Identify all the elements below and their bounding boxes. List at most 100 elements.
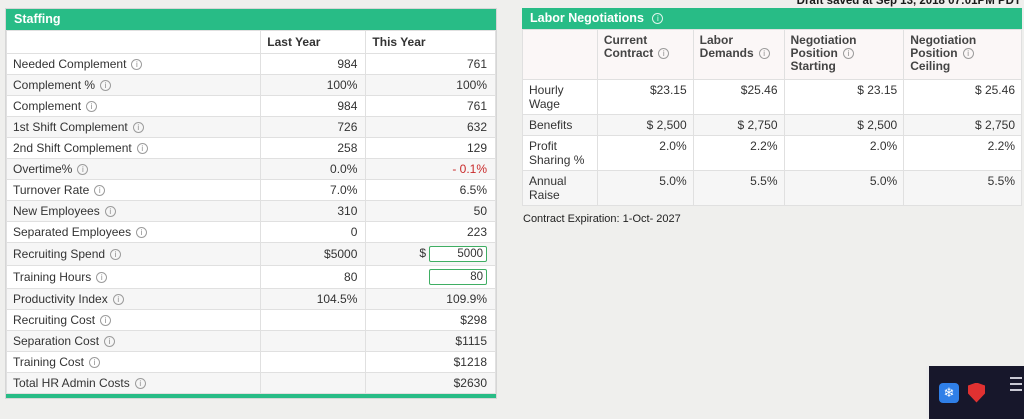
info-icon[interactable]: i xyxy=(96,272,108,284)
labor-col-line: Labor xyxy=(699,33,733,47)
staffing-row: Separation Cost i $1115 xyxy=(5,330,496,352)
labor-col-line: Contract i xyxy=(604,47,687,60)
labor-current-contract-value: 5.0% xyxy=(596,170,694,206)
info-icon[interactable]: i xyxy=(758,48,770,60)
staffing-row-label: Complement i xyxy=(5,95,262,117)
labor-col-blank xyxy=(522,29,598,80)
staffing-row-label: Complement % i xyxy=(5,74,262,96)
staffing-row-label-text: Recruiting Cost xyxy=(13,313,96,327)
staffing-row-label: Total HR Admin Costs i xyxy=(5,372,262,394)
labor-row: Hourly Wage $23.15 $25.46 $ 23.15 $ 25.46 xyxy=(522,79,1022,115)
staffing-this-year-value: 761 xyxy=(365,53,496,75)
info-icon[interactable]: i xyxy=(88,357,100,369)
staffing-row-label-text: 2nd Shift Complement xyxy=(13,141,132,155)
staffing-this-year-value: $1218 xyxy=(365,351,496,373)
info-icon[interactable]: i xyxy=(104,336,116,348)
info-icon[interactable]: i xyxy=(136,227,148,239)
labor-position-starting-value[interactable]: $ 23.15 xyxy=(783,79,905,115)
staffing-row: New Employees i 310 50 xyxy=(5,200,496,222)
labor-demands-value: 5.5% xyxy=(692,170,785,206)
labor-current-contract-value: $23.15 xyxy=(596,79,694,115)
staffing-last-year-value: 100% xyxy=(260,74,367,96)
staffing-panel: Staffing Last Year This Year Needed Comp… xyxy=(5,8,497,399)
info-icon[interactable]: i xyxy=(86,101,98,113)
info-icon[interactable]: i xyxy=(134,378,146,390)
labor-row: Annual Raise 5.0% 5.5% 5.0% 5.5% xyxy=(522,170,1022,206)
info-icon[interactable]: i xyxy=(110,249,122,261)
info-icon[interactable]: i xyxy=(842,48,854,60)
labor-position-starting-value[interactable]: 5.0% xyxy=(783,170,905,206)
labor-position-starting-value[interactable]: $ 2,500 xyxy=(783,114,905,136)
info-icon[interactable]: i xyxy=(132,122,144,134)
staffing-row-label: New Employees i xyxy=(5,200,262,222)
staffing-row-label-text: New Employees xyxy=(13,204,100,218)
shield-icon[interactable] xyxy=(968,382,985,403)
staffing-this-year-value: $ xyxy=(365,242,496,266)
staffing-row-label-text: Total HR Admin Costs xyxy=(13,376,130,390)
staffing-row: Training Cost i $1218 xyxy=(5,351,496,373)
labor-row-label: Hourly Wage xyxy=(522,79,598,115)
info-icon[interactable]: i xyxy=(94,185,106,197)
staffing-col-last-year: Last Year xyxy=(260,30,367,54)
labor-position-ceiling-value[interactable]: $ 25.46 xyxy=(903,79,1022,115)
labor-title: Labor Negotiations xyxy=(530,11,644,25)
info-icon[interactable]: i xyxy=(131,59,143,71)
info-icon[interactable]: i xyxy=(112,294,124,306)
labor-position-starting-value[interactable]: 2.0% xyxy=(783,135,905,171)
info-icon[interactable]: i xyxy=(136,143,148,155)
labor-col-line: Starting xyxy=(790,59,836,73)
staffing-last-year-value xyxy=(260,372,367,394)
info-icon[interactable]: i xyxy=(77,164,89,176)
training-hours-input[interactable] xyxy=(429,269,487,285)
info-icon[interactable]: i xyxy=(962,48,974,60)
staffing-row-label: Productivity Index i xyxy=(5,288,262,310)
staffing-row-label: Overtime% i xyxy=(5,158,262,180)
staffing-last-year-value: 726 xyxy=(260,116,367,138)
staffing-row-label-text: Needed Complement xyxy=(13,57,127,71)
staffing-row-label: Needed Complement i xyxy=(5,53,262,75)
recruiting-spend-input[interactable] xyxy=(429,246,487,262)
labor-row-label: Annual Raise xyxy=(522,170,598,206)
labor-position-ceiling-value[interactable]: $ 2,750 xyxy=(903,114,1022,136)
snowflake-icon[interactable]: ❄ xyxy=(939,382,959,403)
staffing-row: Productivity Index i 104.5% 109.9% xyxy=(5,288,496,310)
labor-row: Profit Sharing % 2.0% 2.2% 2.0% 2.2% xyxy=(522,135,1022,171)
menu-icon[interactable] xyxy=(1010,377,1022,395)
labor-position-ceiling-value[interactable]: 5.5% xyxy=(903,170,1022,206)
staffing-row-label-text: Training Cost xyxy=(13,355,84,369)
staffing-last-year-value: 0.0% xyxy=(260,158,367,180)
staffing-last-year-value: 104.5% xyxy=(260,288,367,310)
labor-col-line: Current xyxy=(603,33,648,47)
staffing-row-label: Training Cost i xyxy=(5,351,262,373)
labor-col-negotiation-position-starting: Negotiation Position i Starting xyxy=(783,29,905,80)
staffing-last-year-value: 984 xyxy=(260,53,367,75)
staffing-this-year-value: $298 xyxy=(365,309,496,331)
staffing-title: Staffing xyxy=(14,12,61,26)
info-icon[interactable]: i xyxy=(100,315,112,327)
staffing-last-year-value: 984 xyxy=(260,95,367,117)
info-icon[interactable]: i xyxy=(104,206,116,218)
staffing-last-year-value: 7.0% xyxy=(260,179,367,201)
staffing-row: Training Hours i 80 xyxy=(5,265,496,289)
staffing-row: Recruiting Spend i $5000 $ xyxy=(5,242,496,266)
labor-col-current-contract: Current Contract i xyxy=(596,29,694,80)
staffing-last-year-value xyxy=(260,309,367,331)
labor-col-labor-demands: Labor Demands i xyxy=(692,29,785,80)
info-icon[interactable]: i xyxy=(652,13,664,25)
info-icon[interactable]: i xyxy=(658,48,670,60)
labor-row: Benefits $ 2,500 $ 2,750 $ 2,500 $ 2,750 xyxy=(522,114,1022,136)
staffing-row-label: Separation Cost i xyxy=(5,330,262,352)
staffing-this-year-value: $1115 xyxy=(365,330,496,352)
draft-saved-status: Draft saved at Sep 13, 2018 07:01PM PDT xyxy=(796,0,1021,7)
staffing-panel-header: Staffing xyxy=(6,9,496,30)
contract-expiration-label: Contract Expiration: xyxy=(523,213,620,225)
staffing-row-label-text: Turnover Rate xyxy=(13,183,90,197)
info-icon[interactable]: i xyxy=(100,80,112,92)
labor-position-ceiling-value[interactable]: 2.2% xyxy=(903,135,1022,171)
staffing-row-label-text: Overtime% xyxy=(13,162,73,176)
taskbar: ❄ xyxy=(926,366,1024,419)
staffing-last-year-value: 258 xyxy=(260,137,367,159)
staffing-col-blank xyxy=(5,30,262,54)
staffing-row-label-text: Recruiting Spend xyxy=(13,247,106,261)
staffing-this-year-value: 223 xyxy=(365,221,496,243)
